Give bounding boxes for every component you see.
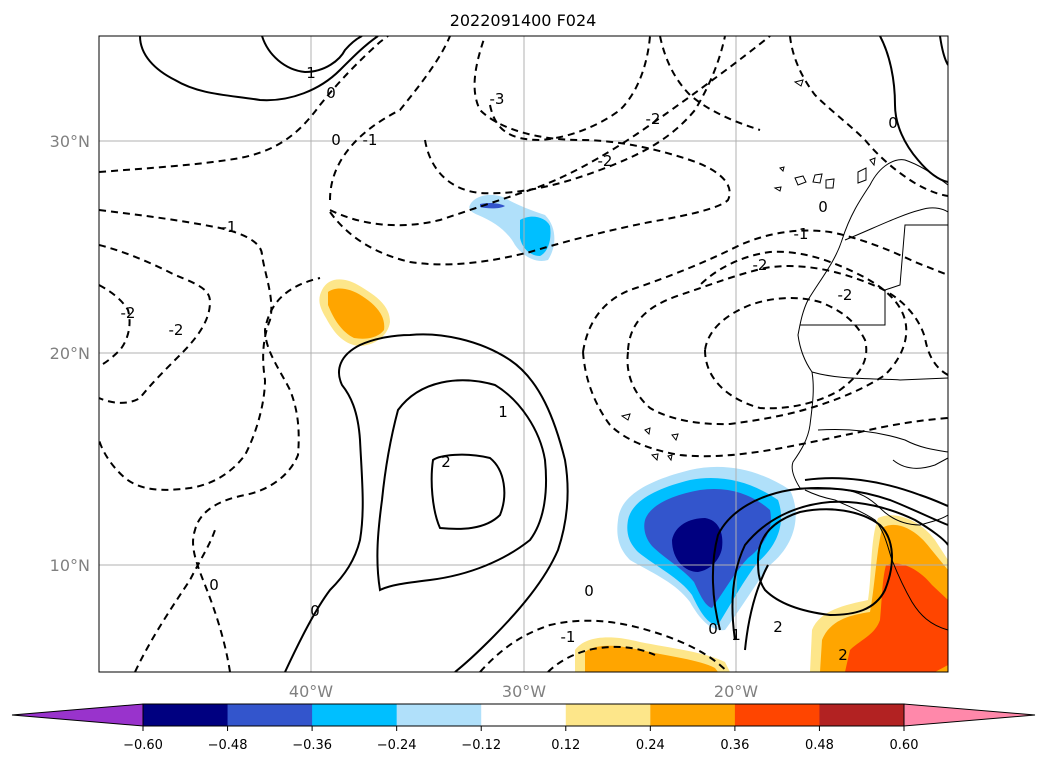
- colorbar-segment: [565, 704, 651, 726]
- colorbar-tick-label: −0.24: [377, 738, 417, 753]
- contour-label: -2: [838, 286, 853, 304]
- lon-label: 20°W: [714, 682, 758, 701]
- contour-labels: 1 0 0 -1 -3 -2 -2 0 -1 -1 -2 -2 -2 -2 1 …: [121, 64, 898, 664]
- contour-label: -1: [561, 628, 576, 646]
- lon-label: 30°W: [502, 682, 546, 701]
- contour-label: -1: [794, 225, 809, 243]
- colorbar-tick-label: −0.12: [461, 738, 501, 753]
- contour-label: 0: [888, 114, 898, 132]
- contour-label: 1: [306, 64, 316, 82]
- colorbar-segment: [312, 704, 398, 726]
- neg-anomaly-small-cyan: [520, 216, 551, 256]
- colorbar-segment: [481, 704, 567, 726]
- colorbar-segment: [650, 704, 736, 726]
- colorbar-tick-label: 0.36: [720, 738, 749, 753]
- neg-anomaly-dark: [672, 518, 723, 572]
- contour-label: 0: [326, 84, 336, 102]
- colorbar-tick-label: 0.12: [551, 738, 580, 753]
- contour-label: 0: [708, 620, 718, 638]
- colorbar-extend-right: [903, 703, 1036, 727]
- contour-label: 2: [441, 453, 451, 471]
- plot-area: [99, 36, 948, 672]
- colorbar-tick-label: −0.36: [292, 738, 332, 753]
- colorbar-segment: [143, 704, 229, 726]
- lat-label: 10°N: [50, 556, 90, 575]
- colorbar: −0.60 −0.48 −0.36 −0.24 −0.12 0.12 0.24 0.36 0.4…: [11, 703, 1036, 753]
- contour-label: -2: [121, 304, 136, 322]
- colorbar-extend-left: [11, 703, 144, 727]
- colorbar-segment: [819, 704, 905, 726]
- colorbar-segment: [227, 704, 313, 726]
- contour-label: -1: [363, 131, 378, 149]
- pos-anomaly-south-orange: [585, 645, 718, 672]
- contour-label: 0: [584, 582, 594, 600]
- contour-label: -3: [490, 90, 505, 108]
- colorbar-tick-label: 0.48: [805, 738, 834, 753]
- colorbar-segment: [396, 704, 482, 726]
- contour-label: -2: [598, 152, 613, 170]
- colorbar-tick-label: 0.24: [636, 738, 665, 753]
- pos-anomaly-west-orange: [328, 288, 385, 339]
- contour-label: -2: [753, 256, 768, 274]
- contour-label: -1: [222, 218, 237, 236]
- contour-label: -2: [169, 321, 184, 339]
- contour-label: 2: [838, 646, 848, 664]
- contour-label: 1: [498, 403, 508, 421]
- contour-label: 0: [818, 198, 828, 216]
- contour-label: 1: [731, 626, 741, 644]
- colorbar-tick-label: −0.60: [123, 738, 163, 753]
- contour-label: 2: [773, 618, 783, 636]
- lat-label: 30°N: [50, 132, 90, 151]
- solid-contours: [139, 36, 948, 672]
- contour-label: 0: [331, 131, 341, 149]
- map-title: 2022091400 F024: [450, 11, 597, 30]
- latitude-labels: 30°N 20°N 10°N: [50, 132, 90, 575]
- dashed-contours: [99, 36, 948, 672]
- longitude-labels: 40°W 30°W 20°W: [289, 682, 758, 701]
- colorbar-segment: [734, 704, 820, 726]
- gridlines: [99, 36, 948, 672]
- lat-label: 20°N: [50, 344, 90, 363]
- pos-anomaly-east-red: [845, 563, 948, 672]
- plot-frame: [98, 35, 949, 673]
- colorbar-tick-label: −0.48: [208, 738, 248, 753]
- contour-label: -2: [646, 110, 661, 128]
- shaded-anomalies: [319, 194, 948, 672]
- lon-label: 40°W: [289, 682, 333, 701]
- contour-label: 0: [310, 602, 320, 620]
- colorbar-tick-label: 0.60: [890, 738, 919, 753]
- contour-label: 0: [209, 576, 219, 594]
- colorbar-frame: [142, 703, 905, 727]
